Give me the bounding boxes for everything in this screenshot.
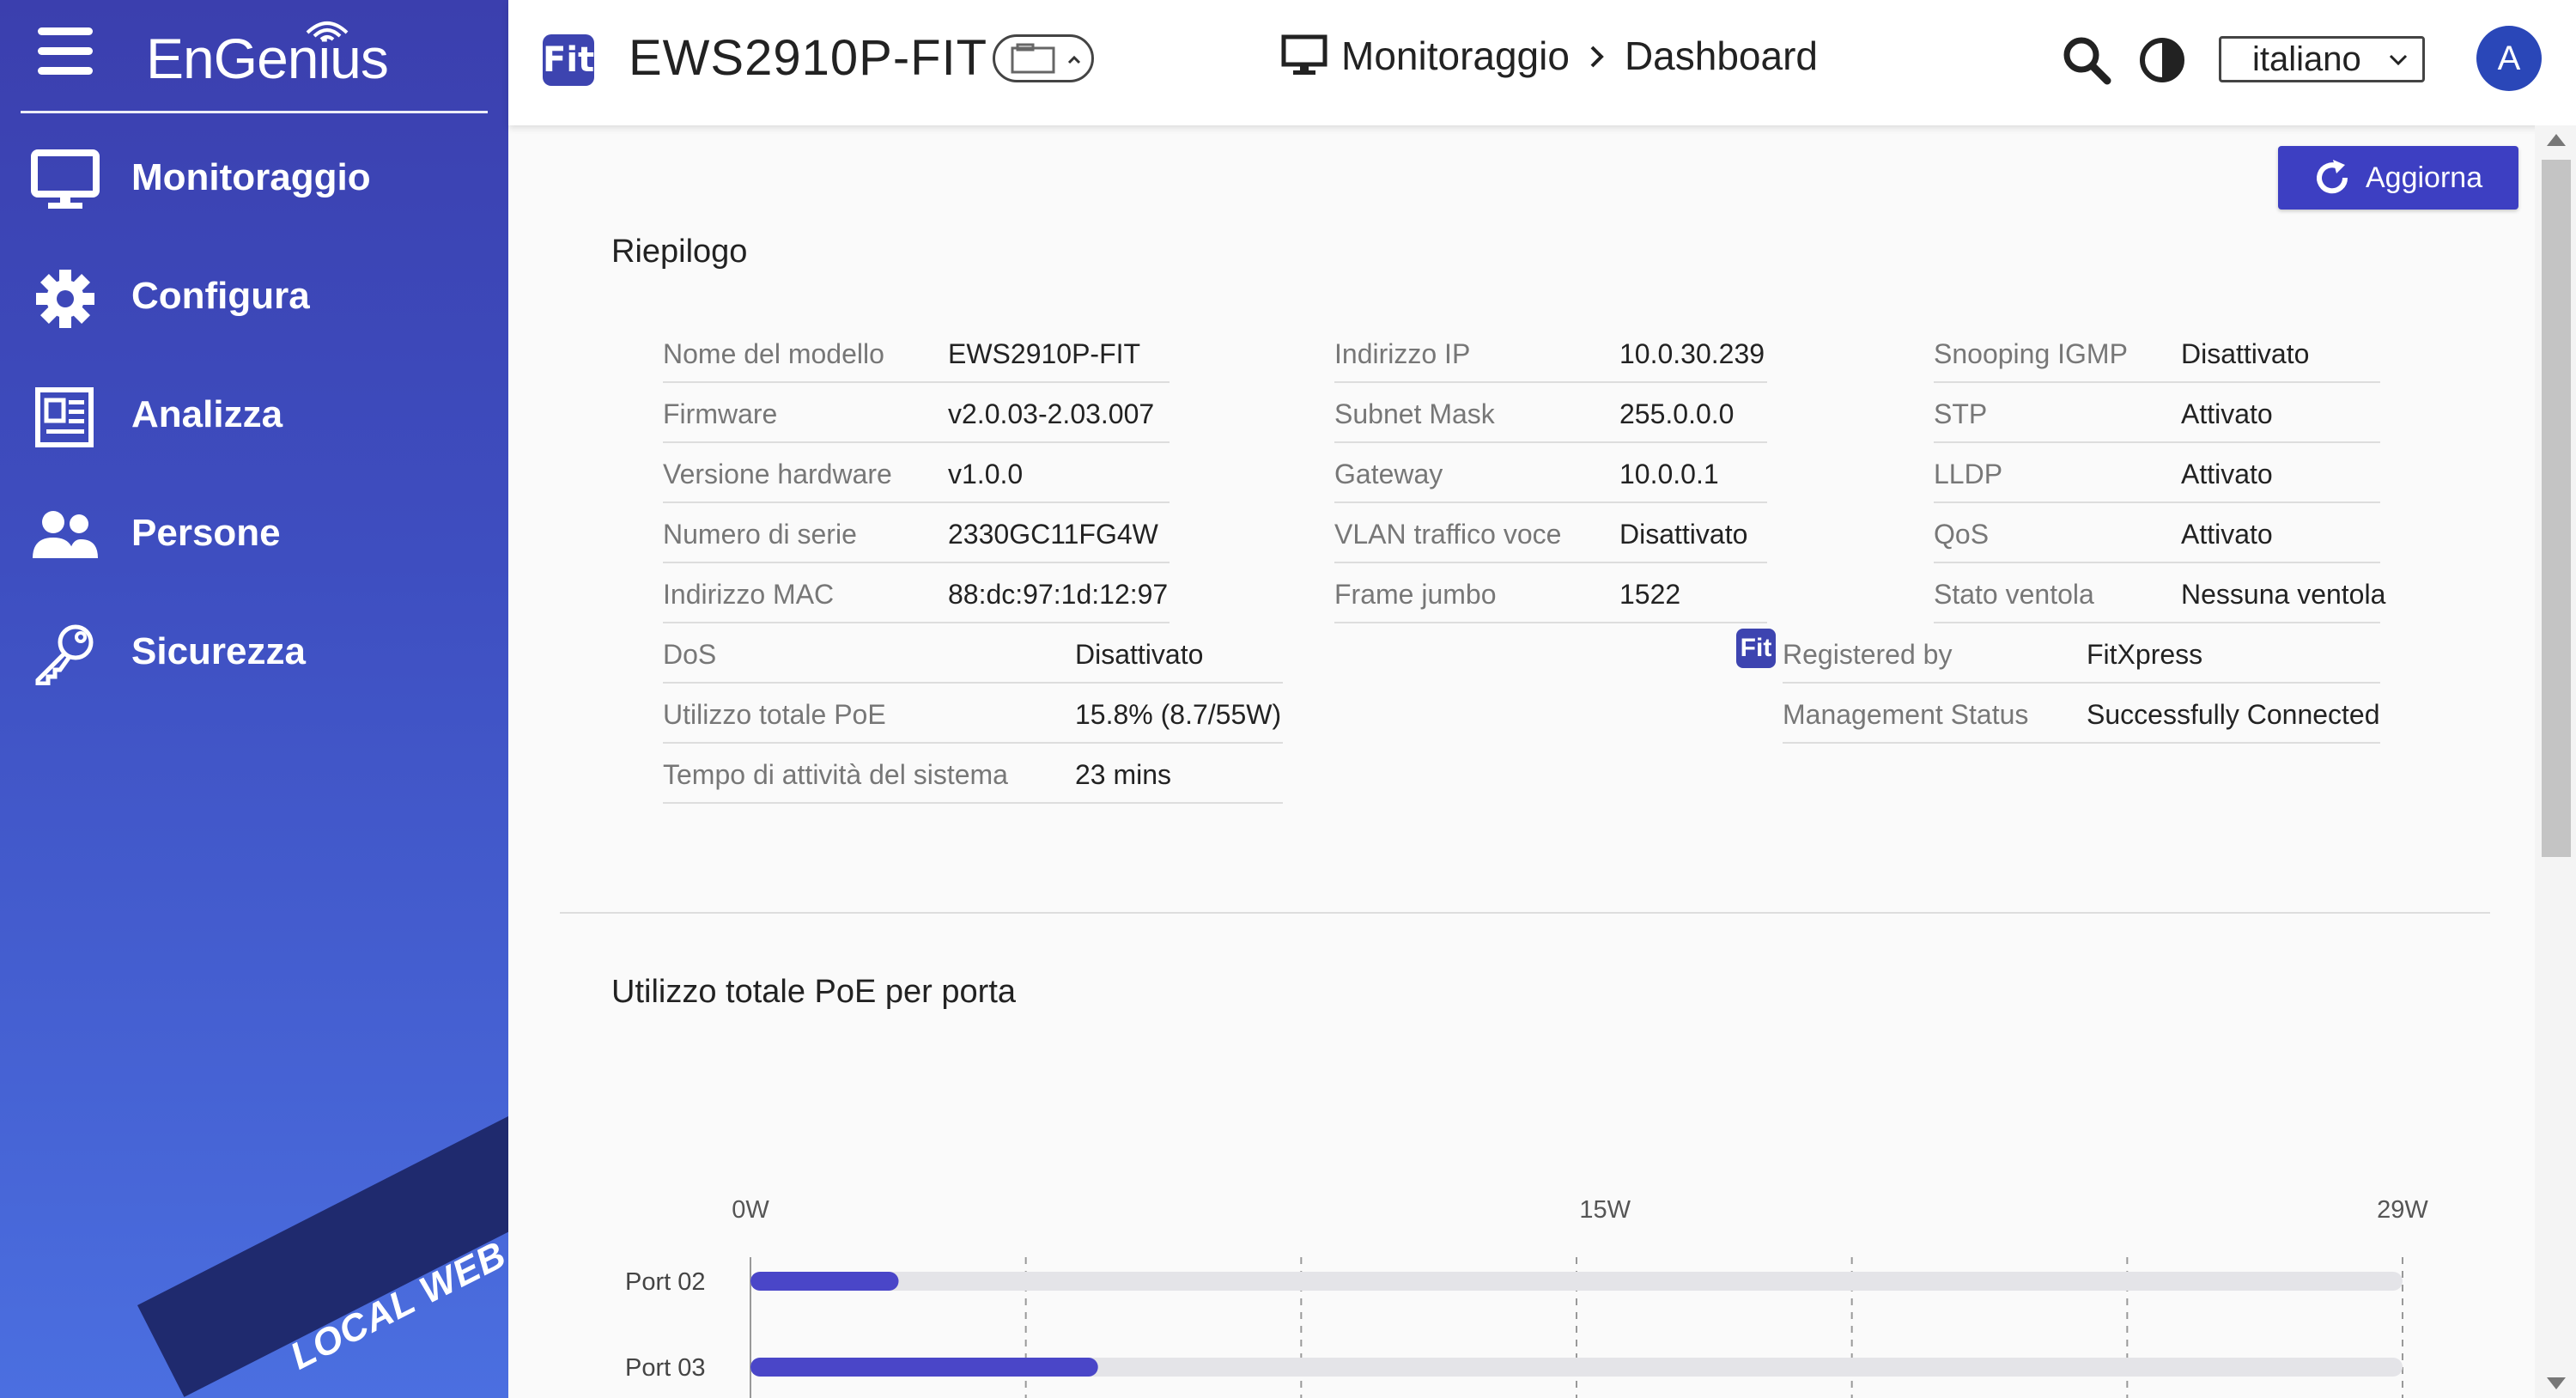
kv-row: Subnet Mask 255.0.0.0 (1334, 383, 1767, 443)
sidebar-nav: Monitoraggio Configura (0, 120, 508, 713)
kv-row: Numero di serie 2330GC11FG4W (663, 503, 1170, 563)
avatar[interactable]: A (2476, 26, 2542, 91)
kv-row: Gateway 10.0.0.1 (1334, 443, 1767, 503)
engenius-logo: EnGenius (146, 27, 389, 90)
kv-row: Versione hardware v1.0.0 (663, 443, 1170, 503)
summary-col-3b: Registered by FitXpress Management Status… (1783, 623, 2380, 744)
summary-col-3: Snooping IGMP Disattivato STP Attivato LLD… (1934, 323, 2385, 623)
sidebar-item-label: Persone (131, 512, 281, 554)
refresh-button[interactable]: Aggiorna (2278, 146, 2518, 210)
contrast-icon[interactable] (2138, 36, 2186, 84)
report-icon (35, 387, 94, 447)
main-content: Aggiorna Riepilogo Nome del modello EWS29… (508, 125, 2535, 1398)
scroll-up-icon[interactable] (2547, 134, 2566, 146)
people-icon (33, 511, 98, 558)
wifi-icon (306, 21, 349, 41)
kv-row: QoS Attivato (1934, 503, 2380, 563)
sidebar-item-persone[interactable]: Persone (0, 476, 508, 594)
kv-row: LLDP Attivato (1934, 443, 2380, 503)
language-select[interactable]: italiano (2219, 36, 2425, 82)
kv-row: Frame jumbo 1522 (1334, 563, 1767, 623)
device-switch-button[interactable] (993, 34, 1094, 82)
folder-icon (1011, 43, 1081, 74)
section-divider (560, 912, 2490, 914)
poe-bar-chart: 0W 15W 29W Port 02 Port 03 (625, 1196, 2428, 1398)
top-header: Fit EWS2910P-FIT Monitoraggio Dashboard … (508, 0, 2576, 125)
chevron-down-icon (2389, 54, 2408, 66)
monitor-icon (31, 149, 100, 209)
kv-row: Tempo di attività del sistema 23 mins (663, 744, 1283, 804)
kv-row: Utilizzo totale PoE 15.8% (8.7/55W) (663, 684, 1283, 744)
sidebar-item-monitoraggio[interactable]: Monitoraggio (0, 120, 508, 239)
kv-row: STP Attivato (1934, 383, 2380, 443)
summary-col-2: Indirizzo IP 10.0.30.239 Subnet Mask 255.0… (1334, 323, 1767, 623)
fit-badge-icon: Fit (543, 34, 594, 86)
bar-track (750, 1272, 2403, 1291)
kv-row: Snooping IGMP Disattivato (1934, 323, 2380, 383)
kv-row: VLAN traffico voce Disattivato (1334, 503, 1767, 563)
summary-title: Riepilogo (611, 234, 748, 270)
summary-col-1b: DoS Disattivato Utilizzo totale PoE 15.8% … (663, 623, 1283, 804)
sidebar-item-label: Monitoraggio (131, 156, 371, 198)
chevron-right-icon (1589, 33, 1606, 79)
sidebar: EnGenius Monitoraggio (0, 0, 508, 1398)
bar-track (750, 1358, 2403, 1377)
scroll-thumb[interactable] (2542, 160, 2571, 857)
breadcrumb-monitoraggio[interactable]: Monitoraggio (1341, 33, 1570, 78)
sidebar-item-label: Configura (131, 275, 310, 317)
bar (750, 1272, 899, 1291)
sidebar-item-sicurezza[interactable]: Sicurezza (0, 594, 508, 713)
x-tick-label: 15W (1579, 1196, 1631, 1224)
sidebar-item-configura[interactable]: Configura (0, 239, 508, 357)
kv-row: Indirizzo IP 10.0.30.239 (1334, 323, 1767, 383)
gear-icon (36, 270, 94, 328)
sidebar-item-label: Analizza (131, 393, 283, 435)
sidebar-item-label: Sicurezza (131, 630, 306, 672)
breadcrumb: Monitoraggio Dashboard (1281, 33, 1818, 79)
device-title: EWS2910P-FIT (629, 30, 988, 86)
kv-row: DoS Disattivato (663, 623, 1283, 684)
scroll-down-icon[interactable] (2547, 1377, 2566, 1389)
y-category-label: Port 03 (625, 1354, 706, 1382)
x-tick-label: 0W (732, 1196, 769, 1224)
sidebar-item-analizza[interactable]: Analizza (0, 357, 508, 476)
vertical-scrollbar[interactable] (2535, 125, 2576, 1398)
y-category-label: Port 02 (625, 1268, 706, 1296)
kv-row: Management Status Successfully Connected (1783, 684, 2380, 744)
kv-row: Stato ventola Nessuna ventola (1934, 563, 2385, 623)
summary-col-1: Nome del modello EWS2910P-FIT Firmware v2.… (663, 323, 1170, 623)
fitxpress-icon: Fit (1736, 629, 1776, 668)
sidebar-header: EnGenius (21, 0, 488, 113)
key-icon (35, 624, 94, 685)
bar (750, 1358, 1098, 1377)
kv-row: Indirizzo MAC 88:dc:97:1d:12:97 (663, 563, 1170, 623)
search-icon[interactable] (2061, 34, 2112, 86)
hamburger-menu-icon[interactable] (38, 27, 93, 76)
breadcrumb-dashboard: Dashboard (1624, 33, 1818, 78)
kv-row: Firmware v2.0.03-2.03.007 (663, 383, 1170, 443)
x-tick-label: 29W (2377, 1196, 2428, 1224)
kv-row: Registered by FitXpress (1783, 623, 2380, 684)
kv-row: Nome del modello EWS2910P-FIT (663, 323, 1170, 383)
poe-chart-title: Utilizzo totale PoE per porta (611, 974, 1017, 1010)
monitor-icon (1281, 34, 1327, 75)
refresh-icon (2317, 160, 2348, 194)
